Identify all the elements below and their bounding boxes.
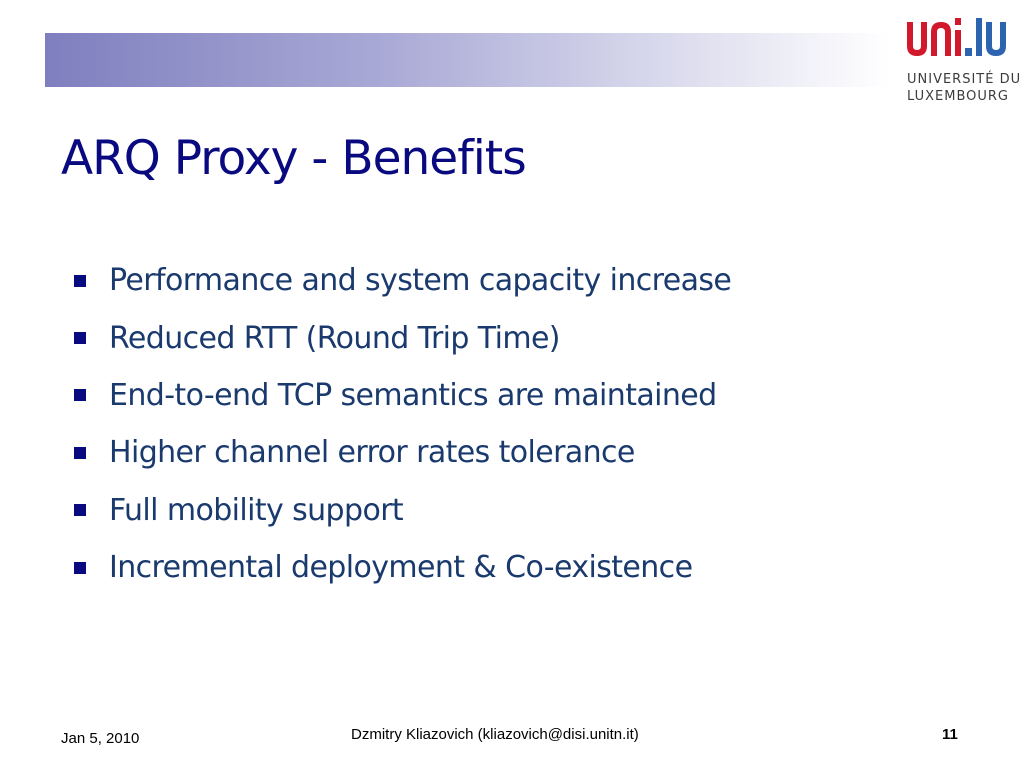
bullet-item: Performance and system capacity increase [74,252,732,309]
footer-date: Jan 5, 2010 [61,730,140,747]
square-bullet-icon [74,446,86,459]
footer-author: Dzmitry Kliazovich (kliazovich@disi.unit… [351,726,639,743]
bullet-item: Full mobility support [74,482,731,539]
square-bullet-icon [74,332,86,345]
bullet-text: Full mobility support [109,492,404,528]
bullet-item: Higher channel error rates tolerance [74,424,731,481]
bullet-text: Reduced RTT (Round Trip Time) [109,320,561,356]
uni-lu-wordmark-logo [907,18,1006,56]
logo-text-luxembourg: LUXEMBOURG [907,89,1009,104]
header-gradient-bar [45,33,890,87]
bullet-item: Incremental deployment & Co-existence [74,539,731,596]
slide-title: ARQ Proxy - Benefits [61,131,527,186]
university-logo: UNIVERSITÉ DU LUXEMBOURG [905,16,1020,106]
square-bullet-icon [74,274,86,287]
bullet-text: End-to-end TCP semantics are maintained [109,377,717,413]
square-bullet-icon [74,561,86,574]
square-bullet-icon [74,504,86,517]
bullet-item: End-to-end TCP semantics are maintained [74,367,731,424]
bullet-list: Performance and system capacity increase… [74,252,732,596]
bullet-text: Performance and system capacity increase [109,263,732,299]
bullet-item: Reduced RTT (Round Trip Time) [74,309,731,366]
bullet-text: Incremental deployment & Co-existence [109,550,693,586]
slide-page-number: 11 [942,726,958,743]
square-bullet-icon [74,389,86,402]
logo-text-universite: UNIVERSITÉ DU [907,72,1022,87]
bullet-text: Higher channel error rates tolerance [109,435,635,471]
